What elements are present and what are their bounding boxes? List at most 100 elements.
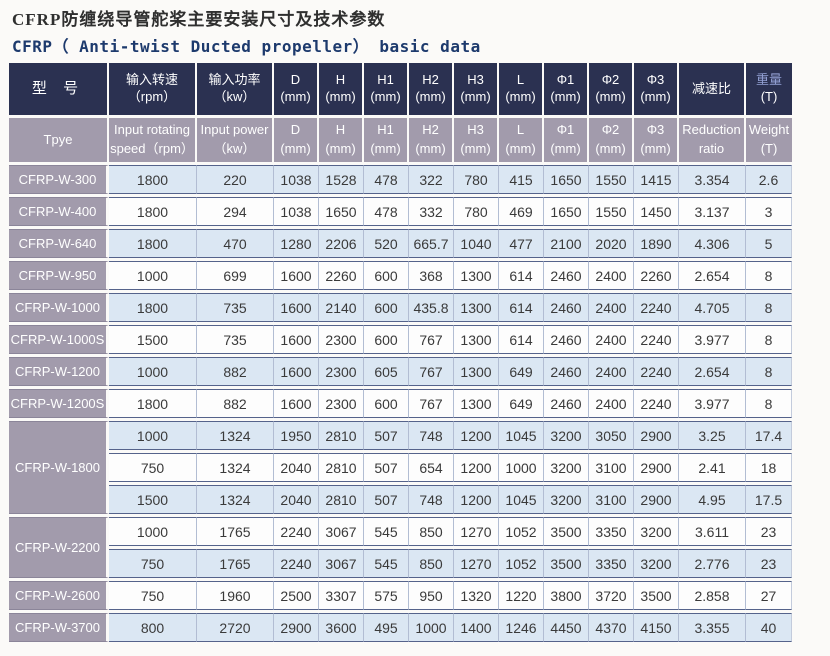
header-line-2: (T) <box>760 89 778 104</box>
value-cell-6: 1200 <box>454 453 499 482</box>
value-cell-12: 18 <box>746 453 792 482</box>
value-cell-5: 1000 <box>409 613 454 642</box>
header-line-2: (mm) <box>640 89 671 104</box>
value-cell-12: 8 <box>746 357 792 386</box>
header-line-2: (T) <box>760 141 778 156</box>
value-cell-4: 507 <box>364 421 409 450</box>
header-line-2: ratio <box>698 141 725 156</box>
model-cell: CFRP-W-2200 <box>9 517 109 578</box>
header-cell-cn-1: 输入功率 （kw） <box>197 63 274 115</box>
value-cell-3: 2810 <box>319 485 364 514</box>
header-cell-cn-6: H3 (mm) <box>454 63 499 115</box>
value-cell-8: 3200 <box>544 485 589 514</box>
header-line-1: H3 <box>467 72 484 88</box>
header-row-english: Tpye Input rotating speed（rpm） Input power （… <box>9 118 792 162</box>
header-cell-cn-5: H2 (mm) <box>409 63 454 115</box>
header-cell-cn-12: 重量 (T) <box>746 63 792 115</box>
value-cell-10: 1415 <box>634 165 679 194</box>
value-cell-1: 470 <box>197 229 274 258</box>
value-cell-8: 2460 <box>544 357 589 386</box>
value-cell-12: 8 <box>746 389 792 418</box>
value-cell-0: 1800 <box>109 293 197 322</box>
header-line-1: 减速比 <box>691 80 731 96</box>
header-cell-en-2: D (mm) <box>274 118 319 162</box>
value-cell-10: 1450 <box>634 197 679 226</box>
value-cell-4: 545 <box>364 517 409 546</box>
value-cell-3: 1528 <box>319 165 364 194</box>
value-cell-4: 600 <box>364 261 409 290</box>
value-cell-8: 2460 <box>544 261 589 290</box>
value-cell-11: 3.977 <box>679 325 746 354</box>
value-cell-9: 2400 <box>589 293 634 322</box>
value-cell-1: 294 <box>197 197 274 226</box>
header-line-1: H3 <box>467 122 484 138</box>
value-cell-11: 3.611 <box>679 517 746 546</box>
header-line-1: Input rotating <box>114 122 190 138</box>
value-cell-9: 2400 <box>589 389 634 418</box>
value-cell-0: 750 <box>109 453 197 482</box>
value-cell-9: 3350 <box>589 549 634 578</box>
value-cell-11: 3.25 <box>679 421 746 450</box>
table-row: CFRP-W-300 1800 220 1038 1528 478 322 780 415 165… <box>9 165 792 194</box>
value-cell-7: 469 <box>499 197 544 226</box>
value-cell-0: 800 <box>109 613 197 642</box>
header-cell-cn-9: Φ2 (mm) <box>589 63 634 115</box>
value-cell-5: 748 <box>409 421 454 450</box>
value-cell-0: 750 <box>109 581 197 610</box>
table-row: 750 1324 2040 2810 507 654 1200 1000 3200 3100 290… <box>9 453 792 482</box>
value-cell-2: 1950 <box>274 421 319 450</box>
value-cell-5: 950 <box>409 581 454 610</box>
value-cell-4: 600 <box>364 293 409 322</box>
value-cell-10: 2900 <box>634 485 679 514</box>
header-line-2: (mm) <box>370 141 401 156</box>
table-row: CFRP-W-2200 1000 1765 2240 3067 545 850 1270 105… <box>9 517 792 578</box>
value-cell-9: 2400 <box>589 325 634 354</box>
value-cell-9: 2020 <box>589 229 634 258</box>
value-cell-9: 3720 <box>589 581 634 610</box>
value-cell-4: 600 <box>364 325 409 354</box>
value-cell-6: 1040 <box>454 229 499 258</box>
spec-table-head: 型 号输入转速 （rpm） 输入功率 （kw） D (mm) H (mm) H1 (mm) H2 (m… <box>9 63 792 162</box>
value-cell-8: 3200 <box>544 453 589 482</box>
value-cell-0: 1800 <box>109 197 197 226</box>
header-cell-en-12: Weight (T) <box>746 118 792 162</box>
value-cell-8: 3500 <box>544 517 589 546</box>
value-cell-1: 1324 <box>197 485 274 514</box>
value-cell-9: 3100 <box>589 453 634 482</box>
value-cell-3: 2810 <box>319 453 364 482</box>
header-line-2: (mm) <box>550 141 581 156</box>
value-cell-5: 665.7 <box>409 229 454 258</box>
value-cell-11: 3.355 <box>679 613 746 642</box>
value-cell-10: 3200 <box>634 549 679 578</box>
value-cell-2: 1038 <box>274 197 319 226</box>
header-cell-en-7: L (mm) <box>499 118 544 162</box>
model-cell: CFRP-W-3700 <box>9 613 109 642</box>
value-cell-8: 3800 <box>544 581 589 610</box>
value-cell-1: 1765 <box>197 517 274 546</box>
value-cell-5: 850 <box>409 549 454 578</box>
value-cell-12: 3 <box>746 197 792 226</box>
value-cell-7: 1220 <box>499 581 544 610</box>
value-cell-2: 2040 <box>274 485 319 514</box>
value-cell-2: 2240 <box>274 549 319 578</box>
value-cell-3: 2300 <box>319 389 364 418</box>
value-cell-10: 3500 <box>634 581 679 610</box>
value-cell-9: 1550 <box>589 197 634 226</box>
value-cell-1: 1960 <box>197 581 274 610</box>
value-cell-5: 322 <box>409 165 454 194</box>
page-title-chinese: CFRP防缠绕导管舵桨主要安装尺寸及技术参数 <box>12 10 386 29</box>
header-line-2: (mm) <box>640 141 671 156</box>
value-cell-7: 415 <box>499 165 544 194</box>
table-row: 1500 1324 2040 2810 507 748 1200 1045 3200 3100 29… <box>9 485 792 514</box>
value-cell-7: 614 <box>499 293 544 322</box>
value-cell-8: 3200 <box>544 421 589 450</box>
value-cell-12: 2.6 <box>746 165 792 194</box>
header-line-2: (mm) <box>370 89 401 104</box>
header-line-1: Φ3 <box>646 72 665 88</box>
value-cell-5: 435.8 <box>409 293 454 322</box>
value-cell-4: 478 <box>364 165 409 194</box>
header-line-1: Weight <box>748 122 790 138</box>
header-cell-en-0: Input rotating speed（rpm） <box>109 118 197 162</box>
value-cell-2: 2900 <box>274 613 319 642</box>
value-cell-6: 1200 <box>454 485 499 514</box>
